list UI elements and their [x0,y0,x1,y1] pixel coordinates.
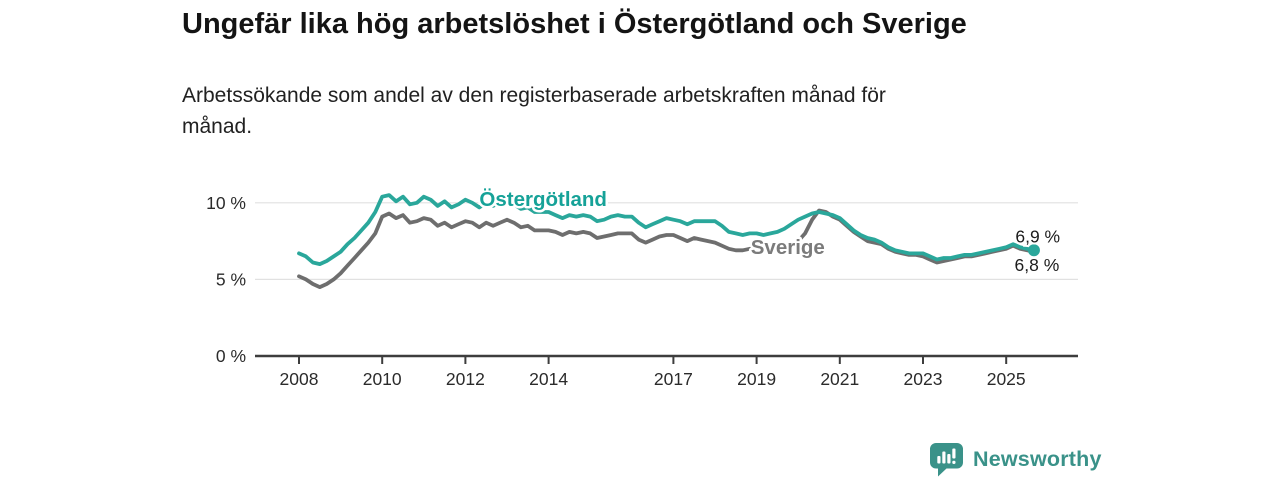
chart-area: 2008 2010 2012 2014 2017 2019 2021 2023 2025 0 % 5… [180,175,1090,395]
x-tick-label-2021: 2021 [820,369,859,389]
y-tick-label-10: 10 % [206,193,246,213]
series-end-dot-östergötland [1027,244,1040,257]
series-line-östergötland [297,193,1036,266]
x-tick-label-2012: 2012 [446,369,485,389]
y-tick-label-5: 5 % [216,269,246,289]
series-line-sverige [297,208,1036,289]
x-tick-label-2010: 2010 [363,369,402,389]
x-tick-label-2025: 2025 [987,369,1026,389]
unemployment-line-chart: 2008 2010 2012 2014 2017 2019 2021 2023 2025 0 % 5… [206,185,1078,389]
series-label-östergötland: Östergötland [479,188,607,211]
chart-subtitle: Arbetssökande som andel av den registerb… [182,84,886,138]
end-value-label-1: 6,8 % [1015,255,1060,275]
x-tick-label-2019: 2019 [737,369,776,389]
newsworthy-logo[interactable]: Newsworthy [929,441,1102,477]
end-value-label-0: 6,9 % [1015,227,1060,247]
y-tick-label-0: 0 % [216,346,246,366]
x-tick-label-2017: 2017 [654,369,693,389]
page-title: Ungefär lika hög arbetslöshet i Östergöt… [182,8,967,40]
x-tick-label-2014: 2014 [529,369,568,389]
newsworthy-bubble-chart-icon [930,442,963,476]
x-tick-label-2023: 2023 [904,369,943,389]
newsworthy-logo-text: Newsworthy [973,446,1102,471]
x-tick-label-2008: 2008 [280,369,319,389]
series-label-sverige: Sverige [751,236,825,259]
